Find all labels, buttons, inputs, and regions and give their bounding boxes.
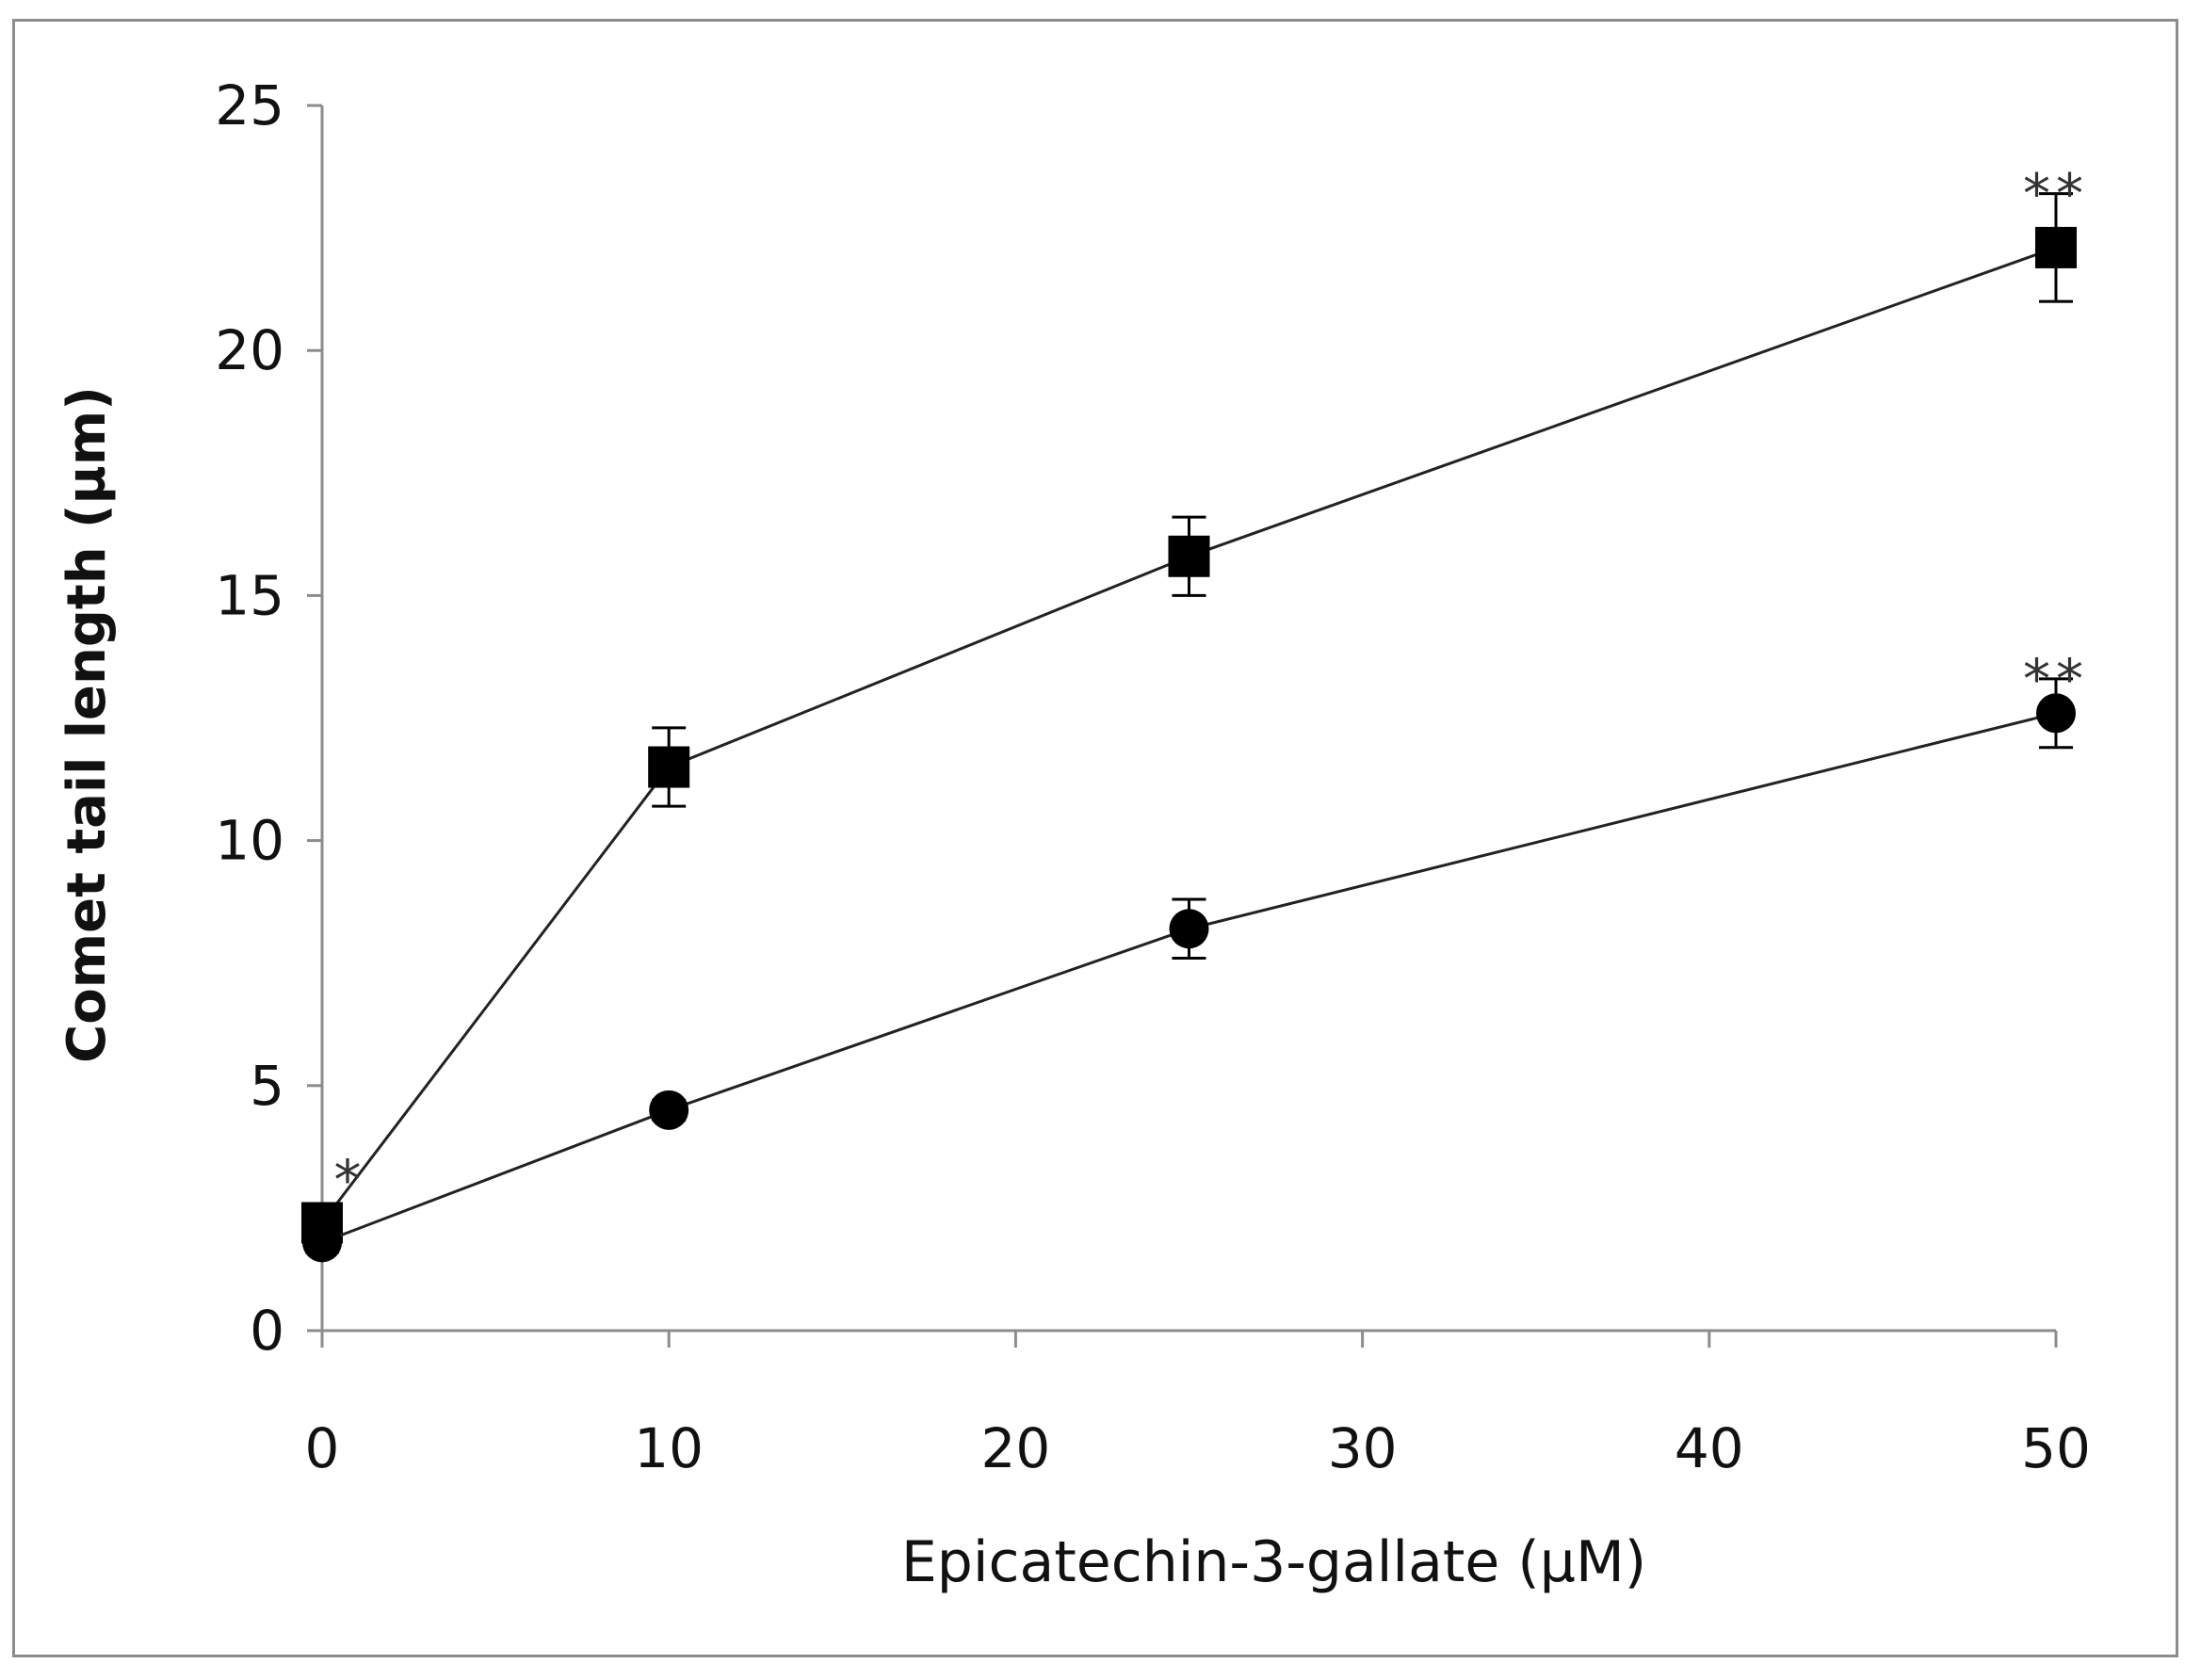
series-square [301,192,2077,1244]
y-axis-title: Comet tail length (µm) [57,386,118,1063]
y-tick-label: 5 [250,1054,284,1118]
significance-marker: ** [2023,647,2089,711]
x-axis-title: Epicatechin-3-gallate (µM) [901,1529,1646,1595]
y-tick-label: 0 [250,1299,284,1363]
circle-point [302,1222,342,1263]
circle-point [1169,909,1209,949]
series-layer [301,192,2077,1263]
circle-point [649,1090,689,1130]
x-tick-label: 0 [305,1416,340,1480]
square-point [2035,226,2077,268]
x-tick-label: 50 [2021,1416,2091,1480]
series-line [320,246,2057,1224]
square-point [1168,535,1210,577]
circle-point [2036,693,2076,734]
y-tick-label: 10 [215,809,284,873]
y-tick-label: 25 [215,73,284,137]
annotations: ***** [334,162,2089,1212]
significance-marker: * [334,1148,367,1212]
series-line [321,711,2057,1244]
x-tick-label: 30 [1328,1416,1398,1480]
significance-marker: ** [2023,162,2089,226]
x-tick-label: 10 [634,1416,704,1480]
y-tick-label: 20 [215,318,284,382]
x-tick-label: 40 [1675,1416,1744,1480]
axes: 0 5 10 15 20 25 0 10 20 30 40 50 [215,73,2091,1480]
series-circle [302,677,2076,1263]
figure-frame [12,19,2178,1657]
square-point [648,746,690,788]
y-tick-label: 15 [215,563,284,627]
x-tick-label: 20 [980,1416,1050,1480]
